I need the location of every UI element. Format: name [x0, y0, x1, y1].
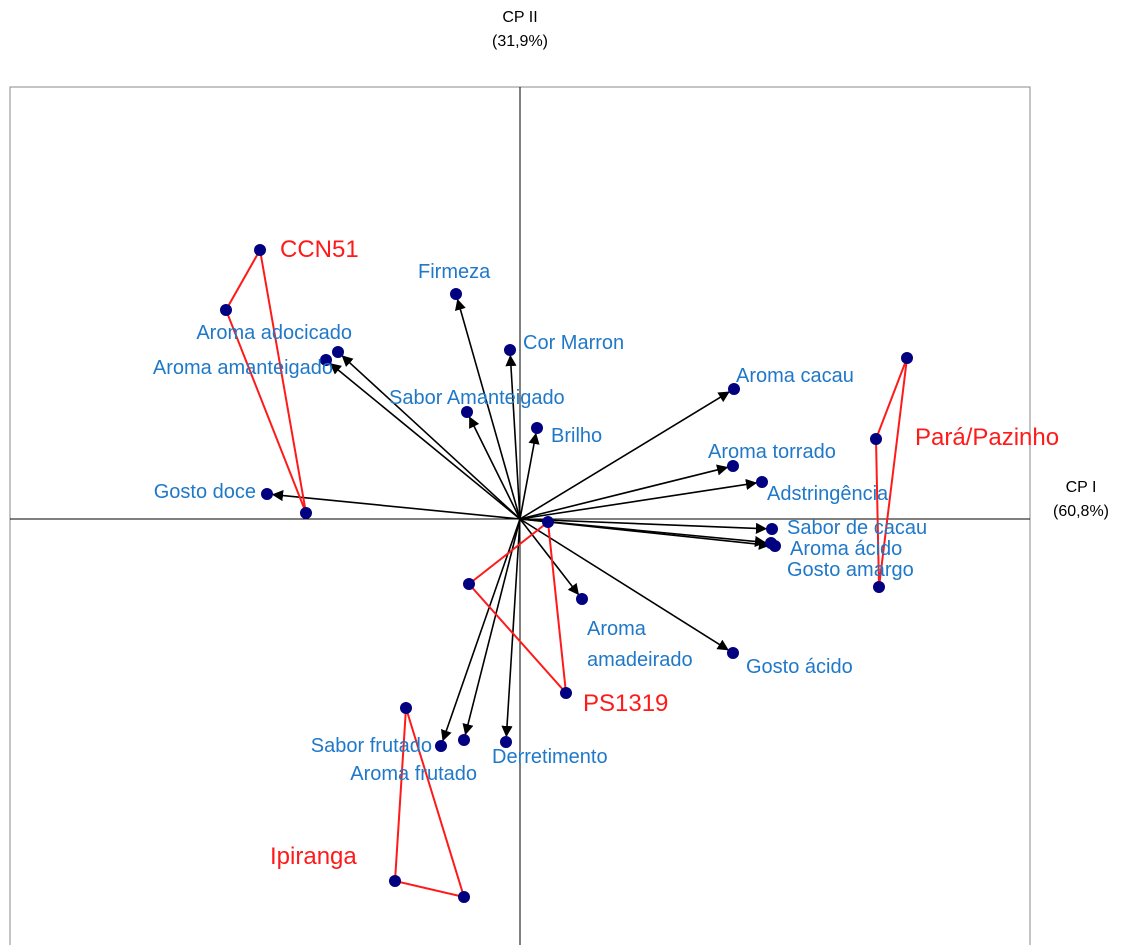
- variable-label: Sabor de cacau: [787, 516, 928, 539]
- sample-label: PS1319: [583, 689, 669, 717]
- variable-point: [728, 383, 740, 395]
- variable-point: [756, 476, 768, 488]
- variable-label: Aroma ácido: [790, 537, 903, 560]
- loading-arrow: [519, 518, 729, 651]
- variable-label: Aroma adocicado: [196, 321, 352, 344]
- loading-arrow: [519, 432, 540, 520]
- variable-point: [435, 740, 447, 752]
- sample-point: [458, 891, 470, 903]
- variable-label: Aroma cacau: [736, 364, 854, 387]
- variable-label: Gosto amargo: [787, 558, 914, 581]
- x-axis-label: CP I (60,8%): [1052, 479, 1110, 520]
- loading-arrow: [519, 391, 730, 520]
- variable-label: Gosto ácido: [746, 655, 853, 678]
- sample-label: Pará/Pazinho: [915, 423, 1060, 451]
- y-axis-label: CP II (31,9%): [491, 9, 549, 50]
- variable-point: [450, 288, 462, 300]
- sample-label: Ipiranga: [270, 842, 357, 870]
- loading-arrow: [329, 363, 521, 520]
- variable-point: [261, 488, 273, 500]
- sample-polygon: [393, 707, 466, 899]
- variable-point: [332, 346, 344, 358]
- variable-point: [500, 736, 512, 748]
- sample-label: CCN51: [280, 235, 359, 263]
- variable-label: Adstringência: [767, 482, 889, 505]
- variable-label: Firmeza: [418, 260, 491, 283]
- loading-arrow: [519, 518, 767, 548]
- sample-point: [873, 581, 885, 593]
- variable-label: Sabor frutado: [310, 734, 432, 757]
- variable-point: [576, 593, 588, 605]
- variable-point: [727, 647, 739, 659]
- variable-label: Sabor Amanteigado: [389, 386, 565, 409]
- variable-label: Derretimento: [492, 745, 608, 768]
- loading-arrow: [462, 518, 521, 736]
- loading-arrow: [455, 298, 521, 520]
- sample-point: [400, 702, 412, 714]
- variable-label: Aroma torrado: [708, 440, 836, 463]
- sample-point: [901, 352, 913, 364]
- loading-arrow: [440, 518, 521, 742]
- sample-point: [542, 516, 554, 528]
- loading-arrow: [501, 518, 521, 738]
- variable-point: [461, 406, 473, 418]
- sample-point: [463, 578, 475, 590]
- loading-arrow: [271, 490, 521, 520]
- variable-label: Brilho: [551, 424, 603, 447]
- loading-arrow: [468, 416, 521, 520]
- variable-label: Gosto doce: [153, 480, 256, 503]
- variable-point: [458, 734, 470, 746]
- variable-point: [320, 354, 332, 366]
- sample-polygon: [874, 357, 908, 588]
- variable-label: Aroma frutado: [350, 762, 477, 785]
- loading-arrow: [519, 518, 768, 534]
- variable-point: [504, 344, 516, 356]
- variable-label: Aroma amanteigado: [152, 356, 333, 379]
- loading-arrow: [341, 355, 521, 520]
- sample-point: [254, 244, 266, 256]
- loading-arrow: [519, 518, 580, 596]
- variable-point: [765, 537, 777, 549]
- sample-polygon: [224, 247, 307, 514]
- sample-point: [300, 507, 312, 519]
- loading-arrow: [519, 464, 729, 520]
- loading-arrow: [505, 354, 521, 520]
- variable-label: Aroma amadeirado: [587, 617, 693, 671]
- variable-point: [727, 460, 739, 472]
- sample-point: [220, 304, 232, 316]
- variable-label: Cor Marron: [523, 331, 625, 354]
- sample-point: [870, 433, 882, 445]
- sample-point: [389, 875, 401, 887]
- variable-point: [766, 523, 778, 535]
- sample-polygon: [467, 520, 568, 696]
- variable-point: [531, 422, 543, 434]
- sample-point: [560, 687, 572, 699]
- loading-arrow: [519, 478, 758, 520]
